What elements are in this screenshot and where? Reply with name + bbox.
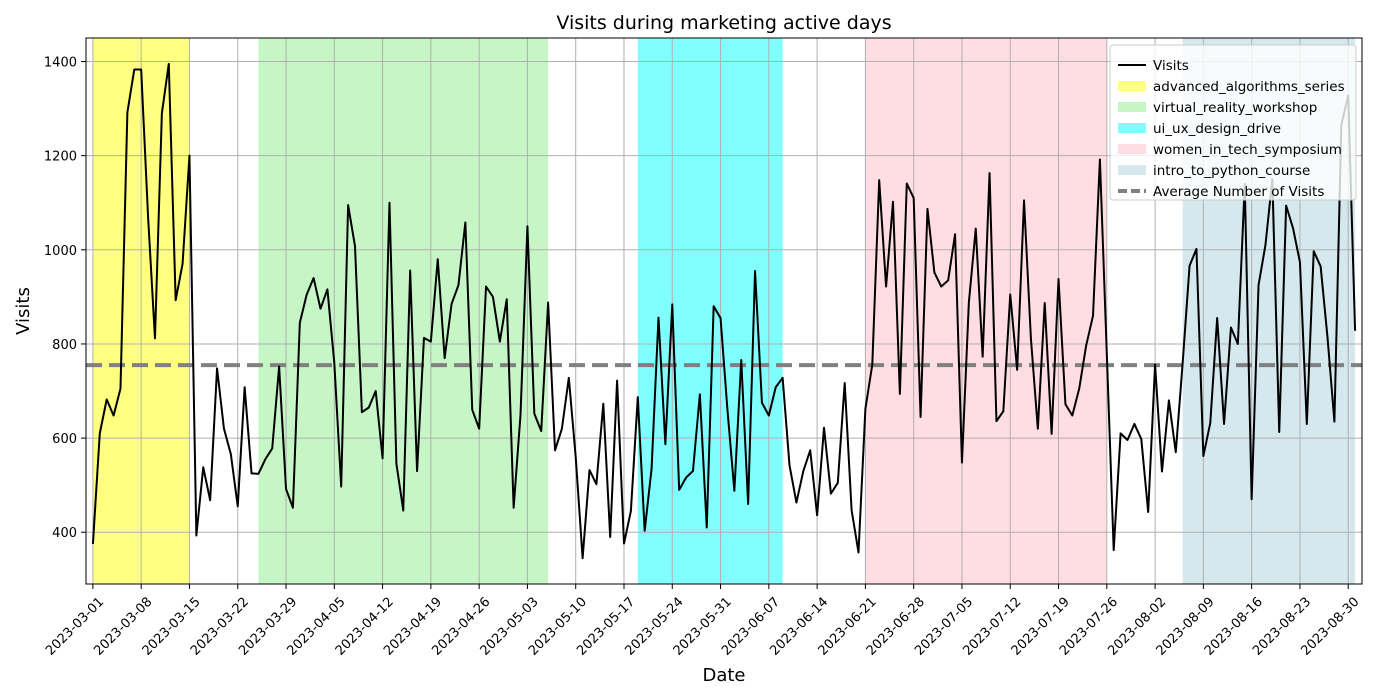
- legend-label: Visits: [1153, 58, 1189, 74]
- legend-swatch: [1118, 81, 1146, 91]
- y-axis-title: Visits: [13, 287, 34, 335]
- y-tick-label: 1400: [44, 56, 77, 71]
- legend: Visits advanced_algorithms_series virtual_…: [1109, 44, 1357, 201]
- legend-swatch: [1118, 123, 1146, 133]
- legend-label: advanced_algorithms_series: [1153, 79, 1345, 95]
- chart-title: Visits during marketing active days: [556, 12, 891, 34]
- y-tick-label: 1200: [44, 150, 77, 165]
- legend-label: women_in_tech_symposium: [1153, 142, 1342, 158]
- plot-frame: [85, 37, 1363, 585]
- campaign-span-ui_ux_design_drive: [637, 38, 783, 584]
- campaign-span-women_in_tech_symposium: [865, 38, 1107, 584]
- legend-label: ui_ux_design_drive: [1153, 121, 1281, 137]
- campaign-spans: [92, 38, 1356, 584]
- series-layer: [91, 62, 1357, 560]
- legend-box: [1109, 44, 1357, 201]
- y-tick-label: 1000: [44, 244, 77, 259]
- x-axis-title: Date: [702, 665, 745, 686]
- legend-label: Average Number of Visits: [1153, 184, 1324, 200]
- y-tick-label: 400: [52, 526, 77, 541]
- y-tick-label: 800: [52, 338, 77, 353]
- legend-label: virtual_reality_workshop: [1153, 100, 1317, 116]
- legend-swatch: [1118, 165, 1146, 175]
- legend-label: intro_to_python_course: [1153, 163, 1310, 179]
- legend-swatch: [1118, 102, 1146, 112]
- y-tick-label: 600: [52, 432, 77, 447]
- series-line-visits: [91, 62, 1357, 560]
- legend-swatch: [1118, 144, 1146, 154]
- y-axis-ticks: 400 600 800 1000 1200 1400: [44, 56, 86, 541]
